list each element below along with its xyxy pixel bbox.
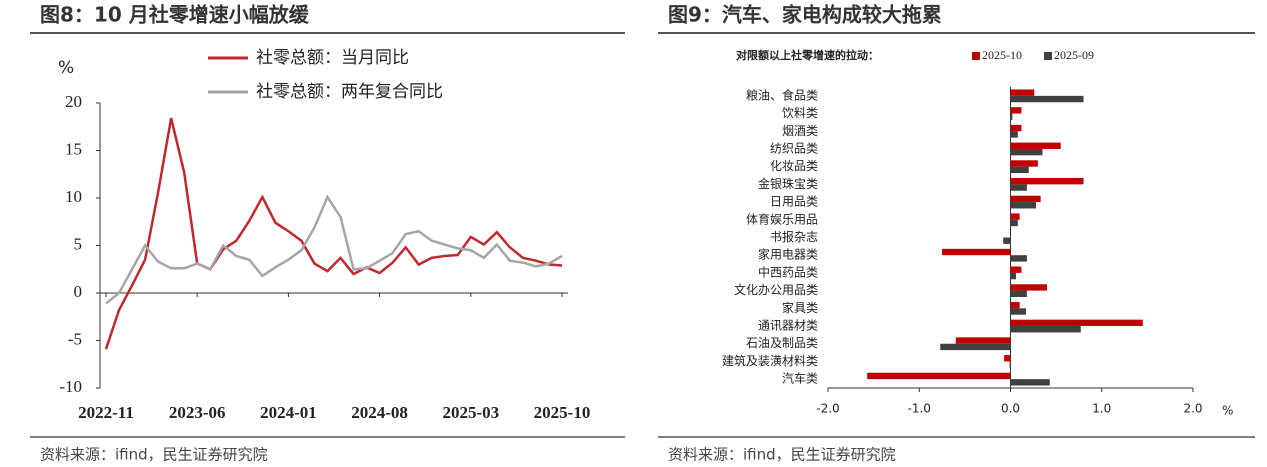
y-tick-label: 粮油、食品类	[746, 87, 818, 102]
x-tick-label: 2025-03	[442, 403, 499, 422]
bar	[1003, 237, 1011, 244]
bar	[1010, 219, 1018, 227]
y-tick-label: 建筑及装潢材料类	[722, 353, 818, 368]
y-tick-label: -5	[68, 329, 82, 348]
bar	[1010, 184, 1027, 191]
bar	[1010, 142, 1061, 149]
x-tick-label: 0.0	[1001, 402, 1020, 416]
y-tick-label: 5	[74, 234, 83, 253]
y-tick-label: 0	[74, 282, 83, 301]
bar	[1010, 301, 1020, 309]
bar	[1010, 379, 1050, 386]
bar	[1010, 319, 1143, 327]
bar	[1010, 131, 1018, 138]
x-tick-label: 2023-06	[169, 403, 226, 422]
bar	[1010, 113, 1013, 120]
bar	[1010, 160, 1038, 167]
y-tick-label: 中西药品类	[758, 264, 818, 279]
bar	[867, 372, 1011, 380]
bar	[1010, 166, 1029, 174]
bar	[942, 248, 1011, 256]
bar	[955, 337, 1011, 344]
y-unit: %	[58, 58, 74, 78]
x-tick-label: -1.0	[908, 402, 931, 416]
y-tick-label: 家具类	[782, 300, 818, 315]
legend-title: 对限额以上社零增速的拉动：	[736, 48, 879, 62]
y-tick-label: 烟酒类	[782, 124, 818, 138]
bar	[1004, 355, 1011, 362]
legend-swatch	[1044, 52, 1052, 60]
bar	[1010, 284, 1047, 291]
series-line	[104, 117, 563, 350]
bar	[1010, 195, 1041, 203]
x-tick-label: 2022-11	[78, 403, 134, 422]
y-tick-label: 体育娱乐用品	[746, 211, 818, 226]
bar	[940, 343, 1011, 351]
bar	[1010, 124, 1022, 132]
x-tick-label: 2.0	[1183, 402, 1202, 416]
source: 资料来源：ifind，民生证券研究院	[40, 446, 268, 464]
bar	[1010, 290, 1027, 297]
bar	[1010, 95, 1084, 103]
legend-swatch	[972, 52, 980, 60]
legend-label: 2025-09	[1054, 48, 1094, 62]
x-tick-label: 2025-10	[534, 403, 591, 422]
y-tick-label: 10	[65, 187, 82, 206]
y-tick-label: 日用品类	[770, 195, 818, 209]
y-tick-label: -10	[59, 377, 82, 396]
chart-title: 图9：汽车、家电构成较大拖累	[668, 3, 942, 27]
y-tick-label: 汽车类	[782, 371, 818, 386]
bar	[1009, 361, 1011, 368]
x-tick-label: 2024-01	[260, 403, 317, 422]
y-tick-label: 饮料类	[782, 106, 818, 120]
y-tick-label: 20	[65, 92, 82, 111]
bar	[1010, 326, 1081, 333]
source: 资料来源：ifind，民生证券研究院	[668, 446, 896, 464]
x-unit: %	[1222, 404, 1233, 418]
legend-label: 2025-10	[982, 48, 1022, 62]
bar	[1010, 213, 1020, 220]
bar	[1010, 107, 1022, 114]
y-tick-label: 金银珠宝类	[758, 176, 818, 191]
legend-label: 社零总额：两年复合同比	[256, 82, 443, 102]
y-tick-label: 15	[65, 139, 82, 158]
bar	[1010, 266, 1022, 273]
x-tick-label: -2.0	[816, 402, 839, 416]
y-tick-label: 纺织品类	[770, 141, 818, 155]
bar	[1010, 308, 1027, 315]
series-line	[105, 194, 563, 305]
y-tick-label: 文化办公用品类	[734, 282, 818, 297]
x-tick-label: 2024-08	[351, 403, 408, 422]
y-tick-label: 家用电器类	[758, 247, 818, 262]
bar	[1010, 89, 1035, 96]
legend-label: 社零总额：当月同比	[256, 48, 409, 68]
y-tick-label: 化妆品类	[770, 159, 818, 173]
bar	[1010, 272, 1016, 280]
bar	[1010, 178, 1084, 185]
bar	[1010, 148, 1043, 156]
x-tick-label: 1.0	[1092, 402, 1111, 416]
bar	[1010, 255, 1027, 262]
chart-title: 图8：10 月社零增速小幅放缓	[40, 3, 310, 27]
y-tick-label: 书报杂志	[770, 229, 818, 244]
bar	[1010, 202, 1037, 209]
y-tick-label: 通讯器材类	[758, 319, 818, 333]
y-tick-label: 石油及制品类	[746, 336, 818, 350]
